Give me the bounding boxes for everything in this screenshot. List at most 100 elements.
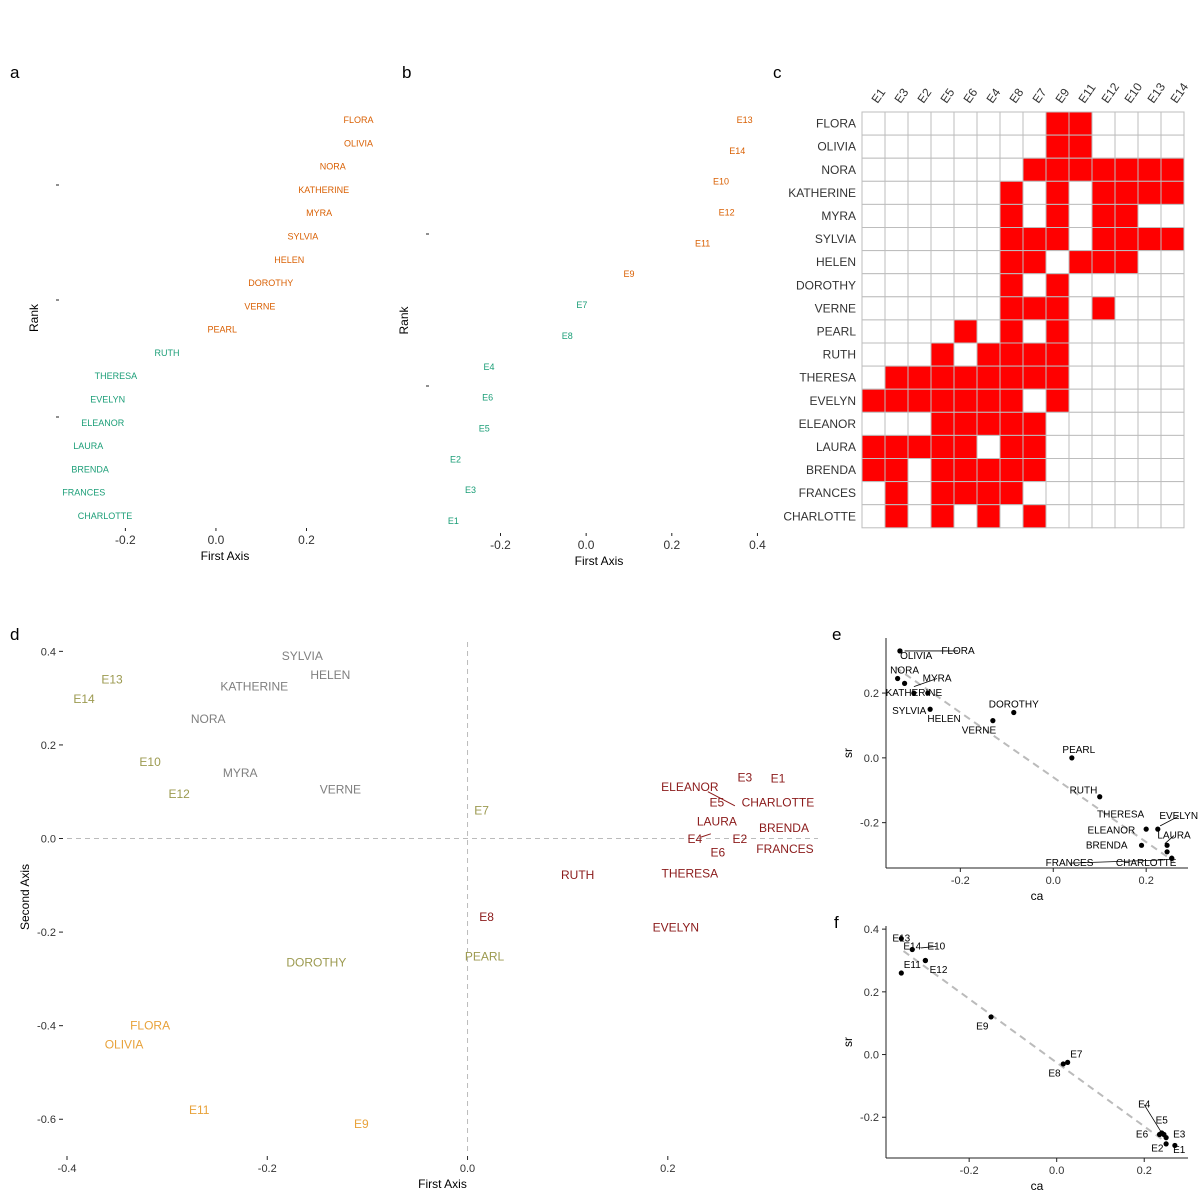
x-tick-label: 0.2: [660, 1163, 675, 1175]
cell-helen-e1: [861, 250, 886, 275]
point-e2: [1163, 1141, 1169, 1147]
cell-charlotte-e5: [930, 504, 955, 529]
point-e1: [1172, 1142, 1178, 1149]
cell-nora-e9: [1045, 157, 1070, 182]
cell-katherine-e11: [1068, 180, 1093, 205]
rank-label-e1: E1: [448, 516, 459, 526]
point-label-e9: E9: [976, 1021, 989, 1032]
cell-verne-e6: [953, 296, 978, 321]
cell-laura-e4: [976, 434, 1001, 459]
cell-laura-e10: [1114, 434, 1139, 459]
cell-verne-e14: [1160, 296, 1185, 321]
cell-charlotte-e14: [1160, 504, 1185, 529]
y-axis-title: sr: [841, 1037, 855, 1047]
cell-flora-e3: [884, 111, 909, 136]
rank-label-e2: E2: [450, 454, 461, 464]
rank-label-e5: E5: [479, 423, 490, 433]
cell-laura-e2: [907, 434, 932, 459]
cell-myra-e12: [1091, 203, 1116, 228]
cell-theresa-e7: [1022, 365, 1047, 390]
cell-nora-e7: [1022, 157, 1047, 182]
col-label-e10: E10: [1121, 80, 1145, 106]
cell-olivia-e2: [907, 134, 932, 159]
cell-frances-e1: [861, 481, 886, 506]
rank-label-olivia: OLIVIA: [344, 138, 373, 148]
cell-ruth-e6: [953, 342, 978, 367]
cell-pearl-e12: [1091, 319, 1116, 344]
cell-sylvia-e8: [999, 227, 1024, 252]
point-label-e14: E14: [73, 692, 95, 706]
point-label-olivia: OLIVIA: [105, 1037, 144, 1051]
rank-label-e7: E7: [576, 300, 587, 310]
x-tick-label: -0.2: [258, 1163, 277, 1175]
rank-label-e12: E12: [719, 208, 735, 218]
cell-sylvia-e10: [1114, 227, 1139, 252]
rank-label-theresa: THERESA: [95, 371, 138, 381]
point-label-e3: E3: [738, 771, 753, 785]
point-label-e5: E5: [710, 795, 725, 809]
cell-olivia-e3: [884, 134, 909, 159]
point-brenda: [1164, 849, 1170, 855]
point-label-e12: E12: [168, 787, 190, 801]
row-label-laura: LAURA: [816, 440, 856, 454]
cell-eleanor-e9: [1045, 411, 1070, 436]
cell-flora-e7: [1022, 111, 1047, 136]
point-label-dorothy: DOROTHY: [989, 699, 1039, 710]
point-label-e13: E13: [892, 934, 910, 945]
cell-dorothy-e11: [1068, 273, 1093, 298]
cell-dorothy-e6: [953, 273, 978, 298]
cell-laura-e14: [1160, 434, 1185, 459]
x-axis-title: ca: [1031, 889, 1044, 903]
col-label-e12: E12: [1098, 80, 1122, 106]
cell-sylvia-e3: [884, 227, 909, 252]
label-leader-frances: [1069, 859, 1165, 864]
x-axis-title: First Axis: [418, 1177, 467, 1191]
cell-myra-e8: [999, 203, 1024, 228]
rank-label-e9: E9: [623, 269, 634, 279]
point-e14: [909, 946, 915, 953]
point-e8: [1060, 1061, 1066, 1067]
cell-ruth-e4: [976, 342, 1001, 367]
rank-label-myra: MYRA: [306, 208, 332, 218]
point-label-e7: E7: [474, 803, 489, 817]
cell-olivia-e4: [976, 134, 1001, 159]
cell-frances-e9: [1045, 481, 1070, 506]
label-leader-evelyn: [1159, 815, 1179, 827]
cell-eleanor-e11: [1068, 411, 1093, 436]
cell-verne-e8: [999, 296, 1024, 321]
point-label-evelyn: EVELYN: [653, 920, 699, 934]
cell-eleanor-e13: [1137, 411, 1162, 436]
y-axis-title: sr: [841, 748, 855, 758]
point-laura: [1164, 842, 1170, 848]
rank-label-eleanor: ELEANOR: [81, 418, 125, 428]
cell-brenda-e3: [884, 458, 909, 483]
cell-myra-e2: [907, 203, 932, 228]
point-label-brenda: BRENDA: [1086, 840, 1128, 851]
cell-theresa-e9: [1045, 365, 1070, 390]
point-label-e1: E1: [1173, 1145, 1186, 1156]
row-label-myra: MYRA: [821, 209, 856, 223]
cell-pearl-e11: [1068, 319, 1093, 344]
cell-sylvia-e7: [1022, 227, 1047, 252]
cell-pearl-e1: [861, 319, 886, 344]
cell-olivia-e11: [1068, 134, 1093, 159]
cell-eleanor-e2: [907, 411, 932, 436]
col-label-e5: E5: [937, 85, 957, 105]
cell-brenda-e14: [1160, 458, 1185, 483]
point-label-nora: NORA: [191, 712, 226, 726]
rank-label-flora: FLORA: [344, 115, 374, 125]
cell-frances-e10: [1114, 481, 1139, 506]
rank-label-e6: E6: [482, 393, 493, 403]
rank-label-charlotte: CHARLOTTE: [78, 511, 133, 521]
point-label-eleanor: ELEANOR: [1087, 826, 1135, 837]
cell-brenda-e7: [1022, 458, 1047, 483]
cell-ruth-e1: [861, 342, 886, 367]
cell-flora-e11: [1068, 111, 1093, 136]
cell-flora-e12: [1091, 111, 1116, 136]
cell-brenda-e6: [953, 458, 978, 483]
trend-line: [894, 666, 1175, 863]
cell-laura-e5: [930, 434, 955, 459]
cell-eleanor-e4: [976, 411, 1001, 436]
point-theresa: [1143, 826, 1149, 832]
